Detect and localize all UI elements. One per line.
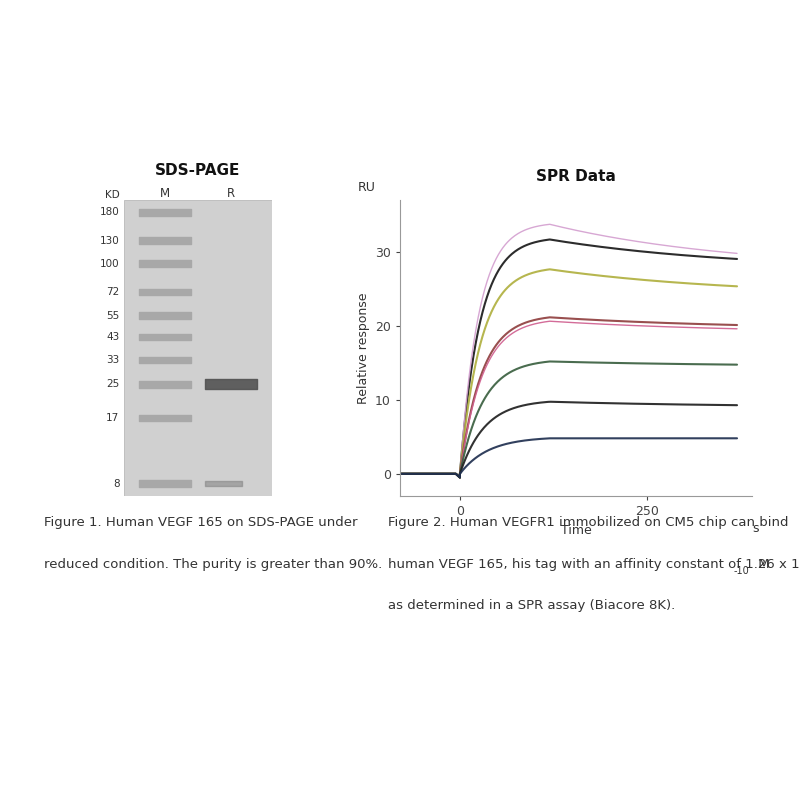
Text: 8: 8 xyxy=(113,478,119,489)
Text: reduced condition. The purity is greater than 90%.: reduced condition. The purity is greater… xyxy=(44,558,382,570)
Text: as determined in a SPR assay (Biacore 8K).: as determined in a SPR assay (Biacore 8K… xyxy=(388,599,675,612)
Text: RU: RU xyxy=(358,181,376,194)
Text: 33: 33 xyxy=(106,355,119,365)
Text: R: R xyxy=(227,187,235,200)
Text: Figure 2. Human VEGFR1 immobilized on CM5 chip can bind: Figure 2. Human VEGFR1 immobilized on CM… xyxy=(388,516,789,529)
Text: 25: 25 xyxy=(106,379,119,390)
Text: M: M xyxy=(754,558,770,570)
Title: SDS-PAGE: SDS-PAGE xyxy=(155,163,241,178)
Text: Figure 1. Human VEGF 165 on SDS-PAGE under: Figure 1. Human VEGF 165 on SDS-PAGE und… xyxy=(44,516,358,529)
Text: 100: 100 xyxy=(100,258,119,269)
Title: SPR Data: SPR Data xyxy=(536,169,616,183)
Text: human VEGF 165, his tag with an affinity constant of 1.26 x 10: human VEGF 165, his tag with an affinity… xyxy=(388,558,800,570)
Text: 17: 17 xyxy=(106,413,119,423)
Text: 55: 55 xyxy=(106,310,119,321)
Text: 180: 180 xyxy=(100,207,119,218)
Text: 43: 43 xyxy=(106,332,119,342)
Text: -10: -10 xyxy=(734,566,750,576)
Text: KD: KD xyxy=(105,190,119,200)
Text: s: s xyxy=(752,522,758,535)
Y-axis label: Relative response: Relative response xyxy=(357,292,370,404)
Text: 72: 72 xyxy=(106,287,119,297)
Text: 130: 130 xyxy=(100,236,119,246)
Text: M: M xyxy=(160,187,170,200)
X-axis label: Time: Time xyxy=(561,523,591,537)
